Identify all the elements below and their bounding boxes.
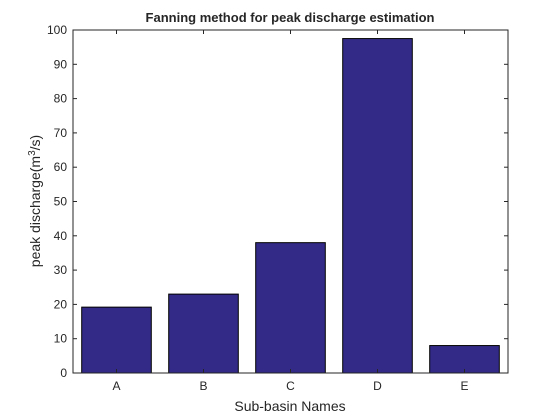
y-tick-label: 80 (54, 92, 68, 106)
chart-title: Fanning method for peak discharge estima… (146, 10, 435, 25)
y-tick-label: 30 (54, 263, 68, 277)
x-tick-label-B: B (199, 379, 207, 393)
y-tick-label: 70 (54, 126, 68, 140)
y-tick-label: 60 (54, 160, 68, 174)
x-tick-label-E: E (460, 379, 468, 393)
bar-E (429, 345, 500, 374)
y-tick-label: 100 (47, 23, 67, 37)
x-axis-label: Sub-basin Names (234, 398, 345, 414)
x-tick-label-D: D (373, 379, 382, 393)
y-tick-label: 50 (54, 195, 68, 209)
y-axis-label-tail: /s) (27, 135, 43, 151)
bar-D (342, 38, 413, 374)
bar-C (255, 242, 326, 374)
y-axis-label: peak discharge(m3/s) (27, 135, 43, 267)
y-tick-label: 20 (54, 297, 68, 311)
y-tick-label: 0 (60, 366, 67, 380)
bar-A (81, 306, 152, 374)
y-axis-label-main: peak discharge(m (27, 156, 43, 267)
x-tick-label-A: A (112, 379, 120, 393)
x-tick-label-C: C (286, 379, 295, 393)
y-axis-label-superscript: 3 (27, 150, 38, 156)
ticks-group: 0 10 20 30 40 50 60 70 80 90 100 A B C D E (47, 23, 508, 393)
y-tick-label: 10 (54, 332, 68, 346)
y-tick-label: 40 (54, 229, 68, 243)
y-tick-label: 90 (54, 57, 68, 71)
bars-group (81, 38, 500, 374)
bar-B (168, 293, 239, 374)
